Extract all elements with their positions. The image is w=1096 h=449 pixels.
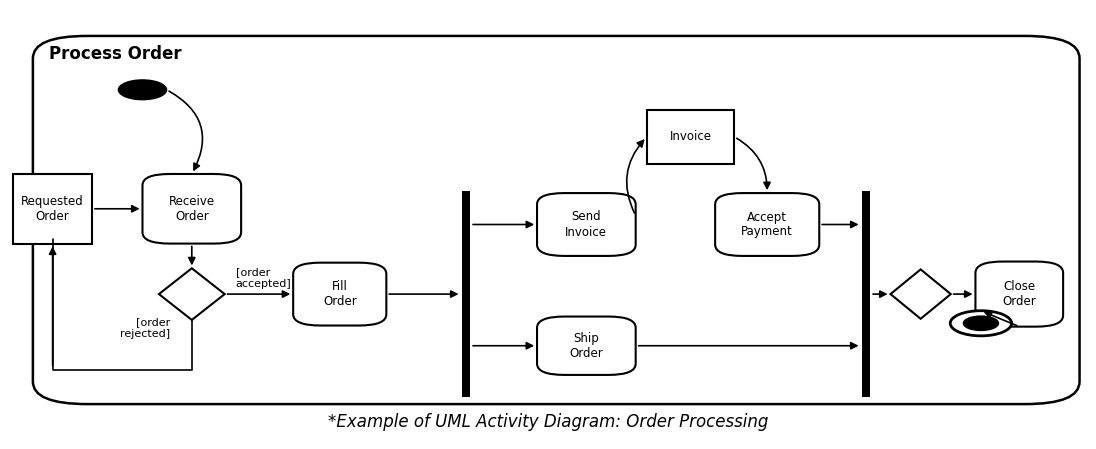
Text: Close
Order: Close Order [1003, 280, 1036, 308]
FancyBboxPatch shape [715, 193, 819, 256]
Text: Process Order: Process Order [49, 45, 182, 63]
Text: [order
accepted]: [order accepted] [236, 268, 292, 289]
FancyBboxPatch shape [975, 261, 1063, 327]
FancyBboxPatch shape [537, 193, 636, 256]
Text: *Example of UML Activity Diagram: Order Processing: *Example of UML Activity Diagram: Order … [328, 413, 768, 431]
Bar [13, 174, 92, 243]
Text: Requested
Order: Requested Order [21, 195, 84, 223]
Circle shape [118, 80, 167, 100]
Polygon shape [159, 269, 225, 320]
Circle shape [950, 311, 1012, 336]
Bar [463, 191, 469, 397]
Text: Ship
Order: Ship Order [570, 332, 603, 360]
Text: Accept
Payment: Accept Payment [741, 211, 794, 238]
FancyBboxPatch shape [142, 174, 241, 243]
FancyBboxPatch shape [33, 36, 1080, 404]
Text: [order
rejected]: [order rejected] [119, 317, 170, 339]
Text: Receive
Order: Receive Order [169, 195, 215, 223]
Bar [863, 191, 870, 397]
Circle shape [963, 316, 998, 330]
FancyBboxPatch shape [537, 317, 636, 375]
Polygon shape [890, 269, 950, 319]
Text: Fill
Order: Fill Order [323, 280, 356, 308]
Text: Send
Invoice: Send Invoice [566, 211, 607, 238]
Text: Invoice: Invoice [670, 131, 711, 143]
FancyBboxPatch shape [294, 263, 387, 326]
Bar [647, 110, 734, 164]
